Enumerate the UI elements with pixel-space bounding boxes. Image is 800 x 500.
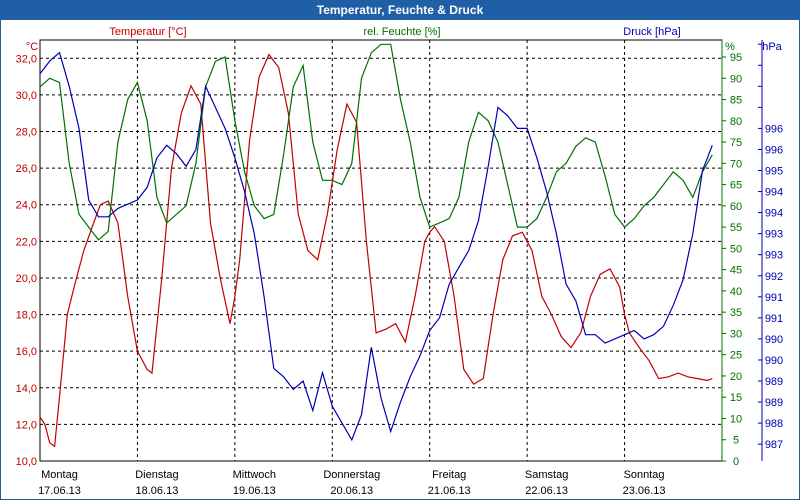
pressure-tick-label: 992 [765,271,783,283]
left-tick-label: 16,0 [16,346,37,358]
left-tick-label: 18,0 [16,310,37,322]
chart-title: Temperatur, Feuchte & Druck [317,3,484,17]
humidity-tick-label: 50 [730,243,742,255]
day-name-label: Mittwoch [233,469,276,481]
title-bar [0,0,800,20]
day-name-label: Montag [41,469,78,481]
day-date-label: 23.06.13 [623,485,666,497]
left-tick-label: 26,0 [16,163,37,175]
day-name-label: Freitag [432,469,466,481]
humidity-tick-label: 30 [730,328,742,340]
day-date-label: 19.06.13 [233,485,276,497]
day-date-label: 21.06.13 [428,485,471,497]
pressure-tick-label: 990 [765,355,783,367]
humidity-tick-label: 40 [730,286,742,298]
pressure-axis-label: Druck [hPa] [623,26,680,38]
humidity-tick-label: 45 [730,265,742,277]
pressure-unit-label: hPa [762,41,782,53]
pressure-tick-label: 994 [765,208,783,220]
pressure-tick-label: 991 [765,313,783,325]
day-name-label: Samstag [525,469,568,481]
day-date-label: 18.06.13 [136,485,179,497]
left-tick-label: 30,0 [16,90,37,102]
left-tick-label: 32,0 [16,53,37,65]
humidity-tick-label: 55 [730,222,742,234]
humidity-tick-label: 90 [730,73,742,85]
humidity-tick-label: 20 [730,371,742,383]
humidity-tick-label: 35 [730,307,742,319]
pressure-tick-label: 993 [765,229,783,241]
left-tick-label: 14,0 [16,383,37,395]
pressure-tick-label: 996 [765,144,783,156]
left-axis-label: Temperatur [°C] [109,26,186,38]
humidity-tick-label: 15 [730,392,742,404]
left-tick-label: 24,0 [16,200,37,212]
left-tick-label: 20,0 [16,273,37,285]
humidity-tick-label: 70 [730,158,742,170]
humidity-tick-label: 80 [730,116,742,128]
humidity-axis-label: rel. Feuchte [%] [363,26,440,38]
pressure-tick-label: 990 [765,334,783,346]
left-tick-label: 10,0 [16,456,37,468]
day-name-label: Donnerstag [323,469,380,481]
left-tick-label: 28,0 [16,127,37,139]
humidity-tick-label: 0 [733,456,739,468]
series-line-right2 [39,51,713,442]
humidity-tick-label: 65 [730,180,742,192]
humidity-tick-label: 25 [730,350,742,362]
pressure-tick-label: 991 [765,292,783,304]
day-name-label: Sonntag [624,469,665,481]
left-tick-label: 22,0 [16,236,37,248]
humidity-tick-label: 75 [730,137,742,149]
humidity-tick-label: 10 [730,413,742,425]
pressure-tick-label: 995 [765,166,783,178]
pressure-tick-label: 987 [765,439,783,451]
series-line-right1 [39,43,713,241]
day-date-label: 17.06.13 [38,485,81,497]
day-date-label: 22.06.13 [525,485,568,497]
humidity-tick-label: 60 [730,201,742,213]
pressure-tick-label: 994 [765,187,783,199]
day-date-label: 20.06.13 [330,485,373,497]
pressure-tick-label: 993 [765,250,783,262]
pressure-tick-label: 988 [765,418,783,430]
day-name-label: Dienstag [135,469,178,481]
humidity-tick-label: 95 [730,52,742,64]
humidity-tick-label: 85 [730,95,742,107]
series-line-left [39,53,713,448]
humidity-unit-label: % [725,41,735,53]
pressure-tick-label: 996 [765,123,783,135]
left-unit-label: °C [26,41,38,53]
humidity-tick-label: 5 [733,435,739,447]
left-tick-label: 12,0 [16,419,37,431]
pressure-tick-label: 989 [765,397,783,409]
pressure-tick-label: 989 [765,376,783,388]
